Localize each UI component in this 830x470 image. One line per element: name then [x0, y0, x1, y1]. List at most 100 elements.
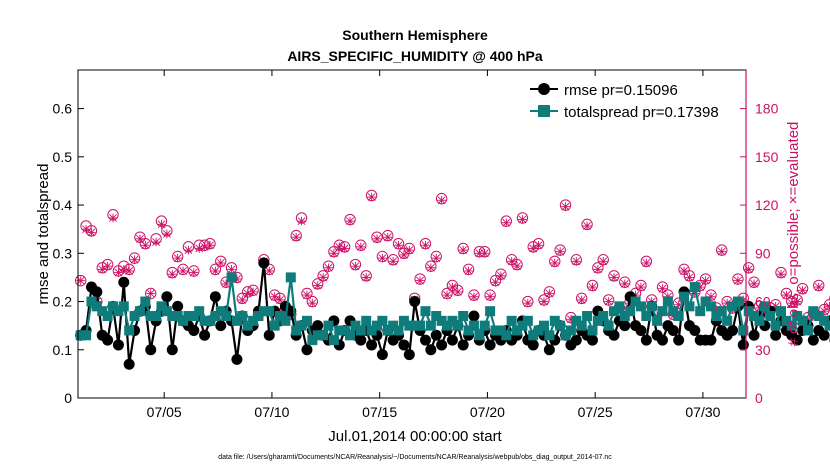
- obs-evaluated-marker: [733, 276, 743, 285]
- rmse-marker: [409, 296, 421, 308]
- obs-evaluated-marker: [415, 276, 425, 285]
- obs-evaluated-marker: [361, 273, 371, 282]
- totalspread-marker: [355, 325, 366, 336]
- totalspread-marker: [420, 306, 431, 317]
- totalspread-marker: [501, 330, 512, 341]
- obs-evaluated-marker: [264, 266, 274, 276]
- obs-evaluated-marker: [383, 232, 393, 242]
- rmse-marker: [209, 291, 221, 303]
- rmse-marker: [199, 329, 211, 341]
- rmse-marker: [484, 339, 496, 351]
- obs-evaluated-marker: [367, 192, 376, 202]
- totalspread-marker: [673, 311, 684, 321]
- obs-evaluated-marker: [270, 292, 279, 302]
- totalspread-marker: [81, 330, 92, 341]
- totalspread-marker: [86, 296, 97, 307]
- totalspread-marker: [269, 320, 280, 331]
- rmse-marker: [727, 324, 739, 336]
- y-left-tick-label: 0.6: [53, 101, 73, 117]
- obs-evaluated-marker: [378, 253, 387, 263]
- totalspread-marker: [91, 301, 102, 312]
- totalspread-marker: [291, 325, 302, 336]
- totalspread-marker: [555, 320, 566, 331]
- rmse-marker: [818, 329, 830, 341]
- totalspread-marker: [409, 320, 420, 331]
- totalspread-marker: [145, 311, 156, 321]
- totalspread-marker: [436, 315, 447, 326]
- obs-evaluated-marker: [814, 282, 824, 292]
- rmse-marker: [166, 344, 178, 356]
- obs-evaluated-marker: [571, 257, 581, 266]
- totalspread-marker: [786, 320, 797, 331]
- totalspread-marker: [124, 325, 135, 336]
- obs-evaluated-marker: [528, 244, 538, 253]
- totalspread-marker: [204, 315, 215, 326]
- totalspread-marker: [646, 301, 657, 312]
- obs-evaluated-marker: [189, 268, 199, 277]
- totalspread-marker: [188, 311, 199, 321]
- rmse-marker: [123, 358, 135, 370]
- rmse-marker: [430, 329, 442, 341]
- obs-evaluated-marker: [458, 245, 468, 255]
- obs-evaluated-marker: [216, 258, 226, 268]
- totalspread-marker: [301, 315, 312, 326]
- obs-evaluated-marker: [555, 247, 565, 257]
- rmse-marker: [188, 324, 200, 336]
- rmse-marker: [118, 276, 130, 288]
- totalspread-marker: [285, 272, 296, 283]
- y-right-tick-label: 150: [755, 149, 779, 165]
- obs-evaluated-marker: [119, 265, 129, 274]
- obs-evaluated-marker: [124, 266, 134, 276]
- rmse-marker: [403, 349, 415, 361]
- totalspread-marker: [792, 311, 803, 321]
- y-axis-label-right: # of obs: o=possible; ×=evaluated: [785, 122, 802, 347]
- totalspread-marker: [808, 306, 819, 317]
- obs-evaluated-marker: [248, 287, 258, 297]
- totalspread-marker: [781, 315, 792, 326]
- rmse-marker: [312, 320, 324, 332]
- obs-evaluated-marker: [184, 245, 193, 255]
- totalspread-marker: [474, 330, 485, 341]
- rmse-marker: [366, 339, 378, 351]
- obs-evaluated-marker: [782, 290, 791, 300]
- totalspread-marker: [614, 301, 625, 312]
- obs-evaluated-marker: [701, 276, 710, 285]
- obs-evaluated-marker: [108, 213, 118, 223]
- rmse-marker: [457, 339, 469, 351]
- rmse-marker: [145, 344, 157, 356]
- totalspread-marker: [199, 315, 210, 326]
- obs-evaluated-marker: [561, 202, 570, 211]
- obs-evaluated-marker: [87, 228, 96, 237]
- totalspread-marker: [538, 320, 549, 331]
- totalspread-marker: [598, 311, 609, 321]
- obs-evaluated-marker: [162, 229, 172, 239]
- totalspread-marker: [221, 311, 232, 321]
- totalspread-marker: [576, 320, 587, 331]
- obs-evaluated-marker: [469, 292, 479, 302]
- totalspread-marker: [630, 296, 641, 307]
- totalspread-marker: [668, 306, 679, 317]
- totalspread-marker: [684, 301, 695, 312]
- y-left-tick-label: 0.1: [53, 342, 73, 358]
- obs-evaluated-marker: [302, 290, 312, 300]
- totalspread-marker: [280, 315, 291, 326]
- obs-evaluated-marker: [114, 268, 123, 277]
- obs-evaluated-marker: [130, 255, 139, 265]
- y-right-tick-label: 60: [755, 294, 771, 310]
- totalspread-marker: [161, 306, 172, 317]
- obs-evaluated-marker: [620, 279, 630, 289]
- totalspread-marker: [75, 330, 86, 341]
- x-tick-label: 07/25: [578, 404, 613, 420]
- obs-evaluated-marker: [431, 253, 441, 263]
- totalspread-marker: [345, 330, 356, 341]
- totalspread-marker: [549, 315, 560, 326]
- x-tick-label: 07/05: [147, 404, 182, 420]
- totalspread-marker: [231, 315, 242, 326]
- obs-evaluated-marker: [496, 271, 506, 281]
- totalspread-marker: [210, 311, 221, 321]
- totalspread-marker: [592, 315, 603, 326]
- rmse-marker: [172, 300, 184, 312]
- totalspread-marker: [237, 311, 248, 321]
- totalspread-marker: [108, 301, 119, 312]
- obs-evaluated-marker: [340, 244, 349, 253]
